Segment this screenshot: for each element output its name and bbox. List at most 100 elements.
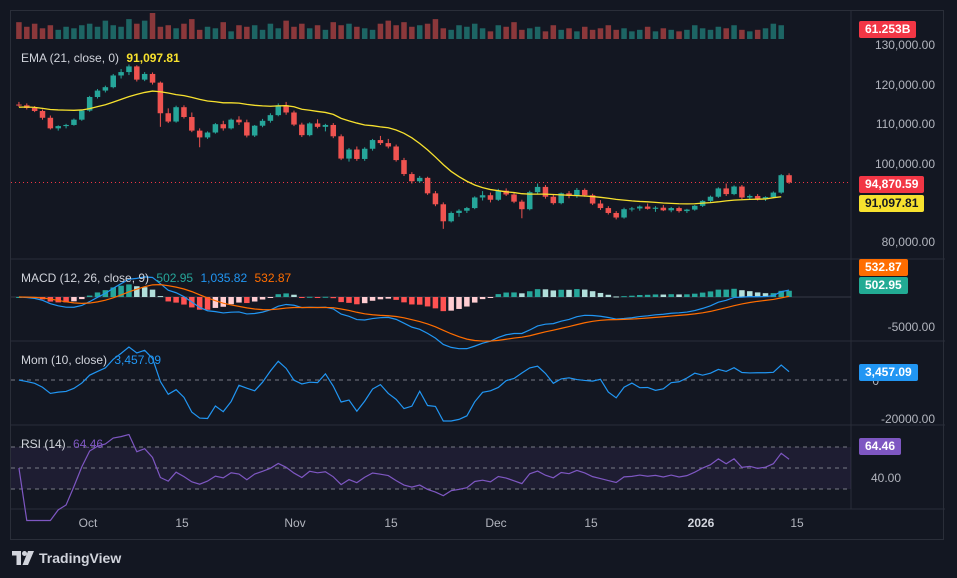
macd-histogram-bar xyxy=(369,297,376,301)
candle-body xyxy=(558,193,564,204)
macd-histogram-bar xyxy=(747,291,753,297)
candle-body xyxy=(157,82,164,114)
candle-body xyxy=(416,177,423,182)
rsi-legend-value: 64.46 xyxy=(73,437,104,451)
candle-body xyxy=(204,132,211,138)
macd-histogram-bar xyxy=(589,291,596,297)
candle-body xyxy=(621,209,627,218)
macd-histogram-bar xyxy=(495,294,502,297)
volume-bar xyxy=(314,25,321,39)
volume-bar xyxy=(440,28,447,39)
macd-histogram-bar xyxy=(181,297,187,305)
volume-bar xyxy=(385,20,392,39)
macd-histogram-bar xyxy=(118,285,124,297)
rsi-legend[interactable]: RSI (14) 64.46 xyxy=(21,437,107,451)
volume-bar xyxy=(110,25,116,39)
mom-value-label: 3,457.09 xyxy=(859,364,918,381)
macd-histogram-bar xyxy=(299,297,305,298)
macd-histogram-bar xyxy=(354,297,360,305)
volume-bar xyxy=(94,26,101,39)
macd-histogram-bar xyxy=(322,296,329,298)
macd-signal-label: 532.87 xyxy=(859,259,908,276)
candle-body xyxy=(291,112,297,125)
macd-histogram-bar xyxy=(558,289,564,297)
macd-histogram-bar xyxy=(94,292,101,297)
candle-body xyxy=(503,190,509,195)
candle-body xyxy=(707,196,714,201)
macd-legend-signal: 532.87 xyxy=(254,271,292,285)
volume-bar xyxy=(723,28,729,39)
macd-signal-line xyxy=(18,284,790,342)
volume-bar xyxy=(401,22,407,39)
macd-histogram-bar xyxy=(754,292,761,297)
mom-legend-value: 3,457.09 xyxy=(114,353,162,367)
candle-body xyxy=(251,125,258,136)
macd-axis-tick: -5000.00 xyxy=(887,320,935,334)
volume-bar xyxy=(47,25,54,39)
date-tick: 15 xyxy=(584,516,598,530)
candle-body xyxy=(330,124,337,137)
macd-histogram-bar xyxy=(283,293,289,297)
volume-bar xyxy=(550,25,557,39)
chart-canvas[interactable] xyxy=(11,11,945,541)
macd-histogram-bar xyxy=(692,293,698,297)
volume-bar xyxy=(354,26,360,39)
macd-histogram-bar xyxy=(723,289,729,297)
candle-body xyxy=(47,117,54,129)
volume-bar xyxy=(39,28,46,39)
volume-bar xyxy=(739,29,745,39)
volume-bar xyxy=(715,26,722,39)
candle-body xyxy=(369,140,376,149)
macd-histogram-bar xyxy=(550,290,557,297)
mom-legend[interactable]: Mom (10, close) 3,457.09 xyxy=(21,353,165,367)
candle-body xyxy=(479,195,486,198)
macd-histogram-bar xyxy=(471,297,478,303)
volume-bar xyxy=(668,29,674,39)
date-tick: Dec xyxy=(485,516,507,530)
date-tick: 15 xyxy=(790,516,804,530)
volume-bar xyxy=(189,19,195,39)
candle-body xyxy=(165,113,171,122)
macd-histogram-bar xyxy=(448,297,454,311)
candle-body xyxy=(487,195,494,200)
chart-frame[interactable]: EMA (21, close, 0) 91,097.81 MACD (12, 2… xyxy=(10,10,945,541)
volume-bar xyxy=(464,26,470,39)
candle-body xyxy=(314,123,321,127)
volume-bar xyxy=(369,29,376,39)
candle-body xyxy=(589,195,596,204)
mom-axis-tick: -20000.00 xyxy=(880,412,935,426)
macd-histogram-bar xyxy=(581,289,588,297)
volume-bar xyxy=(16,22,22,39)
candle-body xyxy=(86,97,93,111)
volume-bar xyxy=(762,28,769,39)
volume-bar xyxy=(542,31,549,39)
macd-histogram-bar xyxy=(55,297,61,303)
macd-histogram-bar xyxy=(432,297,439,309)
macd-histogram-bar xyxy=(621,296,627,298)
macd-legend[interactable]: MACD (12, 26, close, 9) 502.95 1,035.82 … xyxy=(21,271,295,285)
candle-body xyxy=(322,124,329,127)
volume-bar xyxy=(24,26,30,39)
volume-bar xyxy=(212,28,219,39)
ema-legend[interactable]: EMA (21, close, 0) 91,097.81 xyxy=(21,51,184,65)
candle-body xyxy=(629,208,635,210)
candle-body xyxy=(574,189,580,196)
macd-histogram-bar xyxy=(660,294,667,297)
candle-body xyxy=(354,149,360,159)
macd-histogram-bar xyxy=(71,297,77,302)
volume-bar xyxy=(456,25,462,39)
tradingview-logo[interactable]: TradingView xyxy=(12,550,121,566)
volume-bar xyxy=(629,31,635,39)
macd-histogram-bar xyxy=(220,297,227,307)
volume-bar xyxy=(479,28,486,39)
candle-body xyxy=(739,186,745,198)
macd-histogram-bar xyxy=(526,291,533,297)
macd-histogram-bar xyxy=(416,297,423,305)
candle-body xyxy=(448,212,454,222)
date-tick: 2026 xyxy=(687,516,715,530)
candle-body xyxy=(715,188,722,197)
macd-histogram-bar xyxy=(566,289,572,297)
candle-body xyxy=(63,124,69,127)
macd-histogram-bar xyxy=(534,289,541,297)
macd-histogram-bar xyxy=(503,292,509,297)
